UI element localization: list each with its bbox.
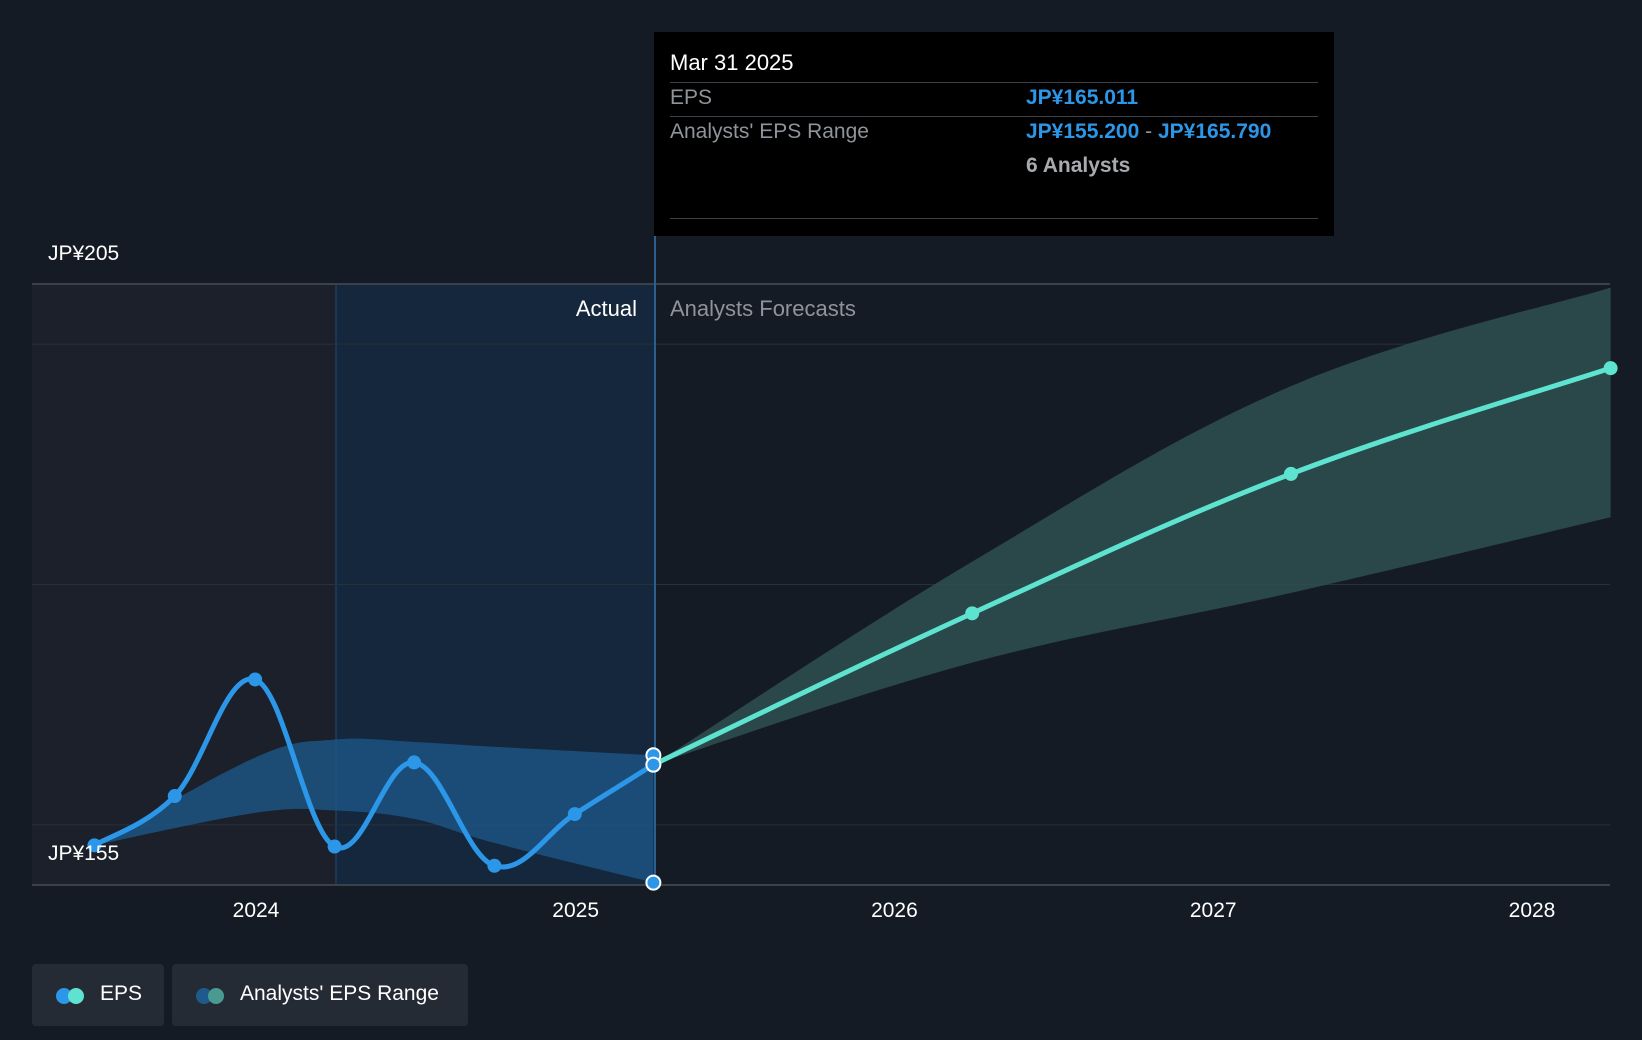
x-tick-label: 2028 xyxy=(1509,899,1556,922)
eps-data-point xyxy=(87,838,102,853)
range-legend-icon xyxy=(196,988,226,1004)
y-tick-label: JP¥205 xyxy=(48,242,119,265)
eps-data-point xyxy=(248,672,263,687)
eps-data-point xyxy=(327,839,342,854)
eps-legend-icon xyxy=(56,988,86,1004)
tooltip-date: Mar 31 2025 xyxy=(670,50,794,75)
tooltip-range-separator: - xyxy=(1145,120,1153,143)
y-tick-label: JP¥155 xyxy=(48,842,119,865)
tooltip-range-low: JP¥155.200 xyxy=(1026,120,1140,143)
x-tick-label: 2026 xyxy=(871,899,918,922)
eps-points xyxy=(87,361,1618,891)
actual-eps-line xyxy=(91,676,656,870)
tooltip-divider xyxy=(670,218,1318,219)
eps-data-point xyxy=(965,606,980,621)
eps-data-point xyxy=(407,755,422,770)
tooltip-range-label: Analysts' EPS Range xyxy=(670,120,869,143)
tooltip-eps-value: JP¥165.011 xyxy=(1026,86,1139,109)
legend-eps[interactable]: EPS xyxy=(32,964,164,1026)
tooltip-eps-label: EPS xyxy=(670,86,713,109)
eps-forecast-dot-icon xyxy=(68,988,84,1004)
x-tick-label: 2024 xyxy=(233,899,280,922)
eps-data-point xyxy=(487,858,502,873)
tooltip-range-value: JP¥155.200 - JP¥165.790 xyxy=(1026,120,1271,144)
legend-eps-label: EPS xyxy=(100,982,143,1005)
grid-lines xyxy=(32,283,1610,886)
tooltip-divider xyxy=(670,82,1318,83)
eps-data-point xyxy=(567,807,582,822)
tooltip-range-high: JP¥165.790 xyxy=(1157,120,1272,143)
range-forecast-dot-icon xyxy=(208,988,224,1004)
forecast-label: Analysts Forecasts xyxy=(670,296,856,321)
x-tick-label: 2025 xyxy=(552,899,599,922)
eps-data-point xyxy=(167,789,182,804)
data-tooltip: Mar 31 2025 EPS JP¥165.011 Analysts' EPS… xyxy=(654,32,1334,236)
eps-data-point xyxy=(1603,361,1618,376)
x-tick-label: 2027 xyxy=(1190,899,1237,922)
cutoff-marker xyxy=(645,874,662,891)
legend-range-label: Analysts' EPS Range xyxy=(240,982,439,1005)
forecast-range-band xyxy=(653,287,1611,765)
eps-lines xyxy=(91,365,1614,870)
forecast-eps-line xyxy=(650,365,1614,768)
actual-label: Actual xyxy=(576,296,637,321)
cutoff-marker xyxy=(645,756,662,773)
tooltip-analyst-count: 6 Analysts xyxy=(1026,154,1131,177)
eps-data-point xyxy=(1283,466,1298,481)
axis-labels: JP¥205 JP¥155 2024 2025 2026 2027 2028 xyxy=(48,242,1555,922)
legend-range[interactable]: Analysts' EPS Range xyxy=(172,964,468,1026)
tooltip-divider xyxy=(670,116,1318,117)
